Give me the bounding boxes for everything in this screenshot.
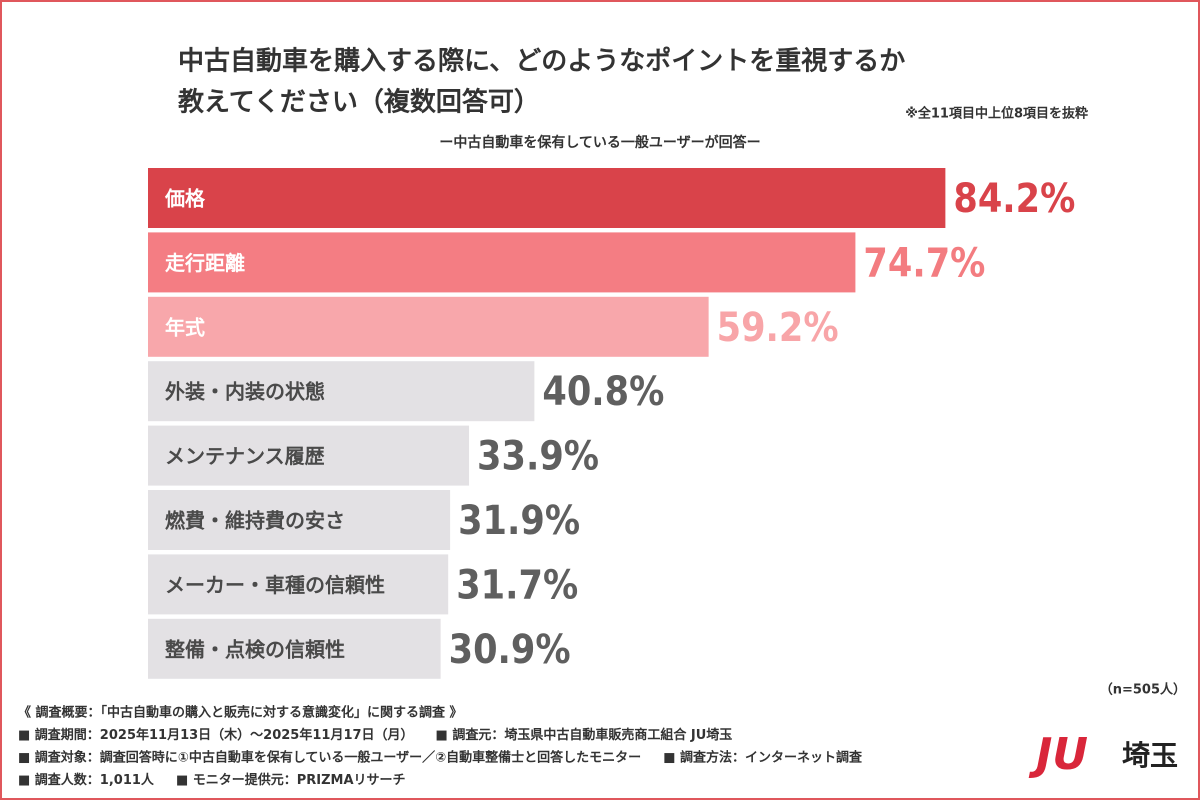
value-label: 31.9% [458, 498, 580, 544]
value-label: 31.7% [456, 562, 578, 608]
bar [148, 232, 856, 293]
footnote: ■ 調査方法：インターネット調査 [663, 750, 863, 766]
footnote: 《 調査概要：「中古自動車の購入と販売に対する意識変化」に関する調査 》 [18, 705, 463, 721]
footnote: ■ 調査人数：1,011人 [18, 772, 155, 788]
value-label: 40.8% [542, 369, 664, 415]
bar [148, 168, 946, 228]
footnote: ■ 調査期間：2025年11月13日（木）〜2025年11月17日（月） [18, 727, 414, 743]
category-label: 燃費・維持費の安さ [165, 509, 345, 533]
logo-text: 埼玉 [1122, 739, 1178, 772]
value-label: 74.7% [863, 240, 985, 286]
category-label: 走行距離 [165, 251, 245, 275]
bar [148, 490, 451, 550]
note: ※全11項目中上位8項目を抜粋 [905, 106, 1088, 122]
bar [148, 296, 709, 357]
sample-size: （n=505人） [1100, 682, 1186, 698]
subtitle: ー中古自動車を保有している一般ユーザーが回答ー [439, 134, 760, 151]
category-label: 価格 [164, 187, 206, 211]
value-label: 33.9% [477, 434, 599, 480]
chart-title: 教えてください（複数回答可） [178, 87, 540, 118]
bar [148, 618, 441, 679]
category-label: 年式 [165, 315, 205, 339]
value-label: 84.2% [953, 176, 1075, 222]
footnote: ■ 調査対象：調査回答時に①中古自動車を保有している一般ユーザー／②自動車整備士… [18, 750, 641, 766]
chart-title: 中古自動車を購入する際に、どのようなポイントを重視するか [178, 46, 905, 77]
bar [148, 554, 449, 615]
bar [148, 425, 470, 486]
category-label: メーカー・車種の信頼性 [165, 573, 385, 597]
category-label: 整備・点検の信頼性 [164, 637, 345, 661]
category-label: 外装・内装の状態 [165, 380, 325, 404]
bar [148, 361, 535, 422]
logo-mark: JU [1028, 729, 1088, 780]
value-label: 59.2% [717, 305, 839, 351]
category-label: メンテナンス履歴 [165, 444, 325, 468]
footnote: ■ モニター提供元：PRIZMAリサーチ [176, 772, 406, 788]
value-label: 30.9% [449, 627, 571, 673]
footnote: ■ 調査元：埼玉県中古自動車販売商工組合 JU埼玉 [436, 727, 733, 743]
